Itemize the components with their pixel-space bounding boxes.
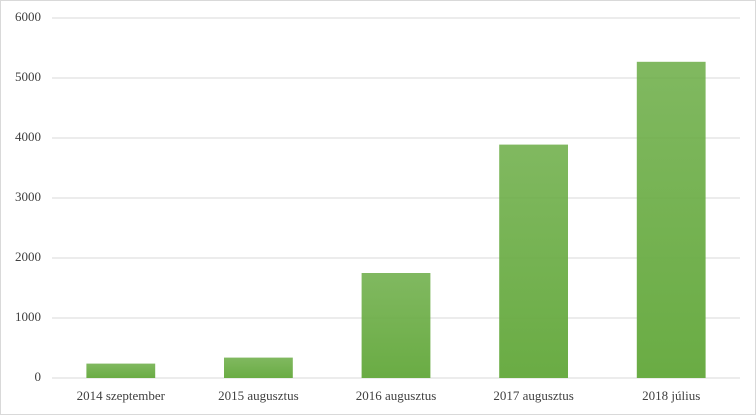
bar	[86, 363, 156, 378]
x-tick-label: 2018 július	[642, 388, 700, 403]
y-tick-label: 6000	[15, 9, 41, 24]
y-tick-label: 3000	[15, 189, 41, 204]
x-tick-label: 2016 augusztus	[356, 388, 437, 403]
x-tick-label: 2017 augusztus	[493, 388, 574, 403]
y-tick-label: 4000	[15, 129, 41, 144]
y-tick-label: 1000	[15, 309, 41, 324]
y-tick-label: 5000	[15, 69, 41, 84]
bar	[224, 357, 293, 378]
x-tick-label: 2014 szeptember	[77, 388, 166, 403]
x-tick-label: 2015 augusztus	[218, 388, 299, 403]
bar	[361, 273, 431, 378]
bar	[499, 144, 568, 378]
y-tick-label: 2000	[15, 249, 41, 264]
bar	[636, 61, 706, 379]
y-tick-label: 0	[35, 369, 42, 384]
